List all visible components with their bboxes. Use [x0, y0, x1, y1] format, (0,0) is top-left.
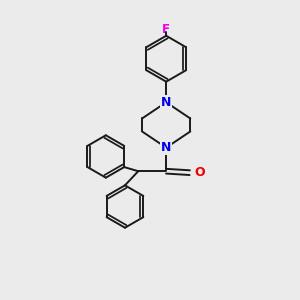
Text: O: O	[195, 166, 206, 179]
Text: F: F	[162, 23, 170, 36]
Text: N: N	[161, 96, 171, 109]
Text: N: N	[161, 141, 171, 154]
